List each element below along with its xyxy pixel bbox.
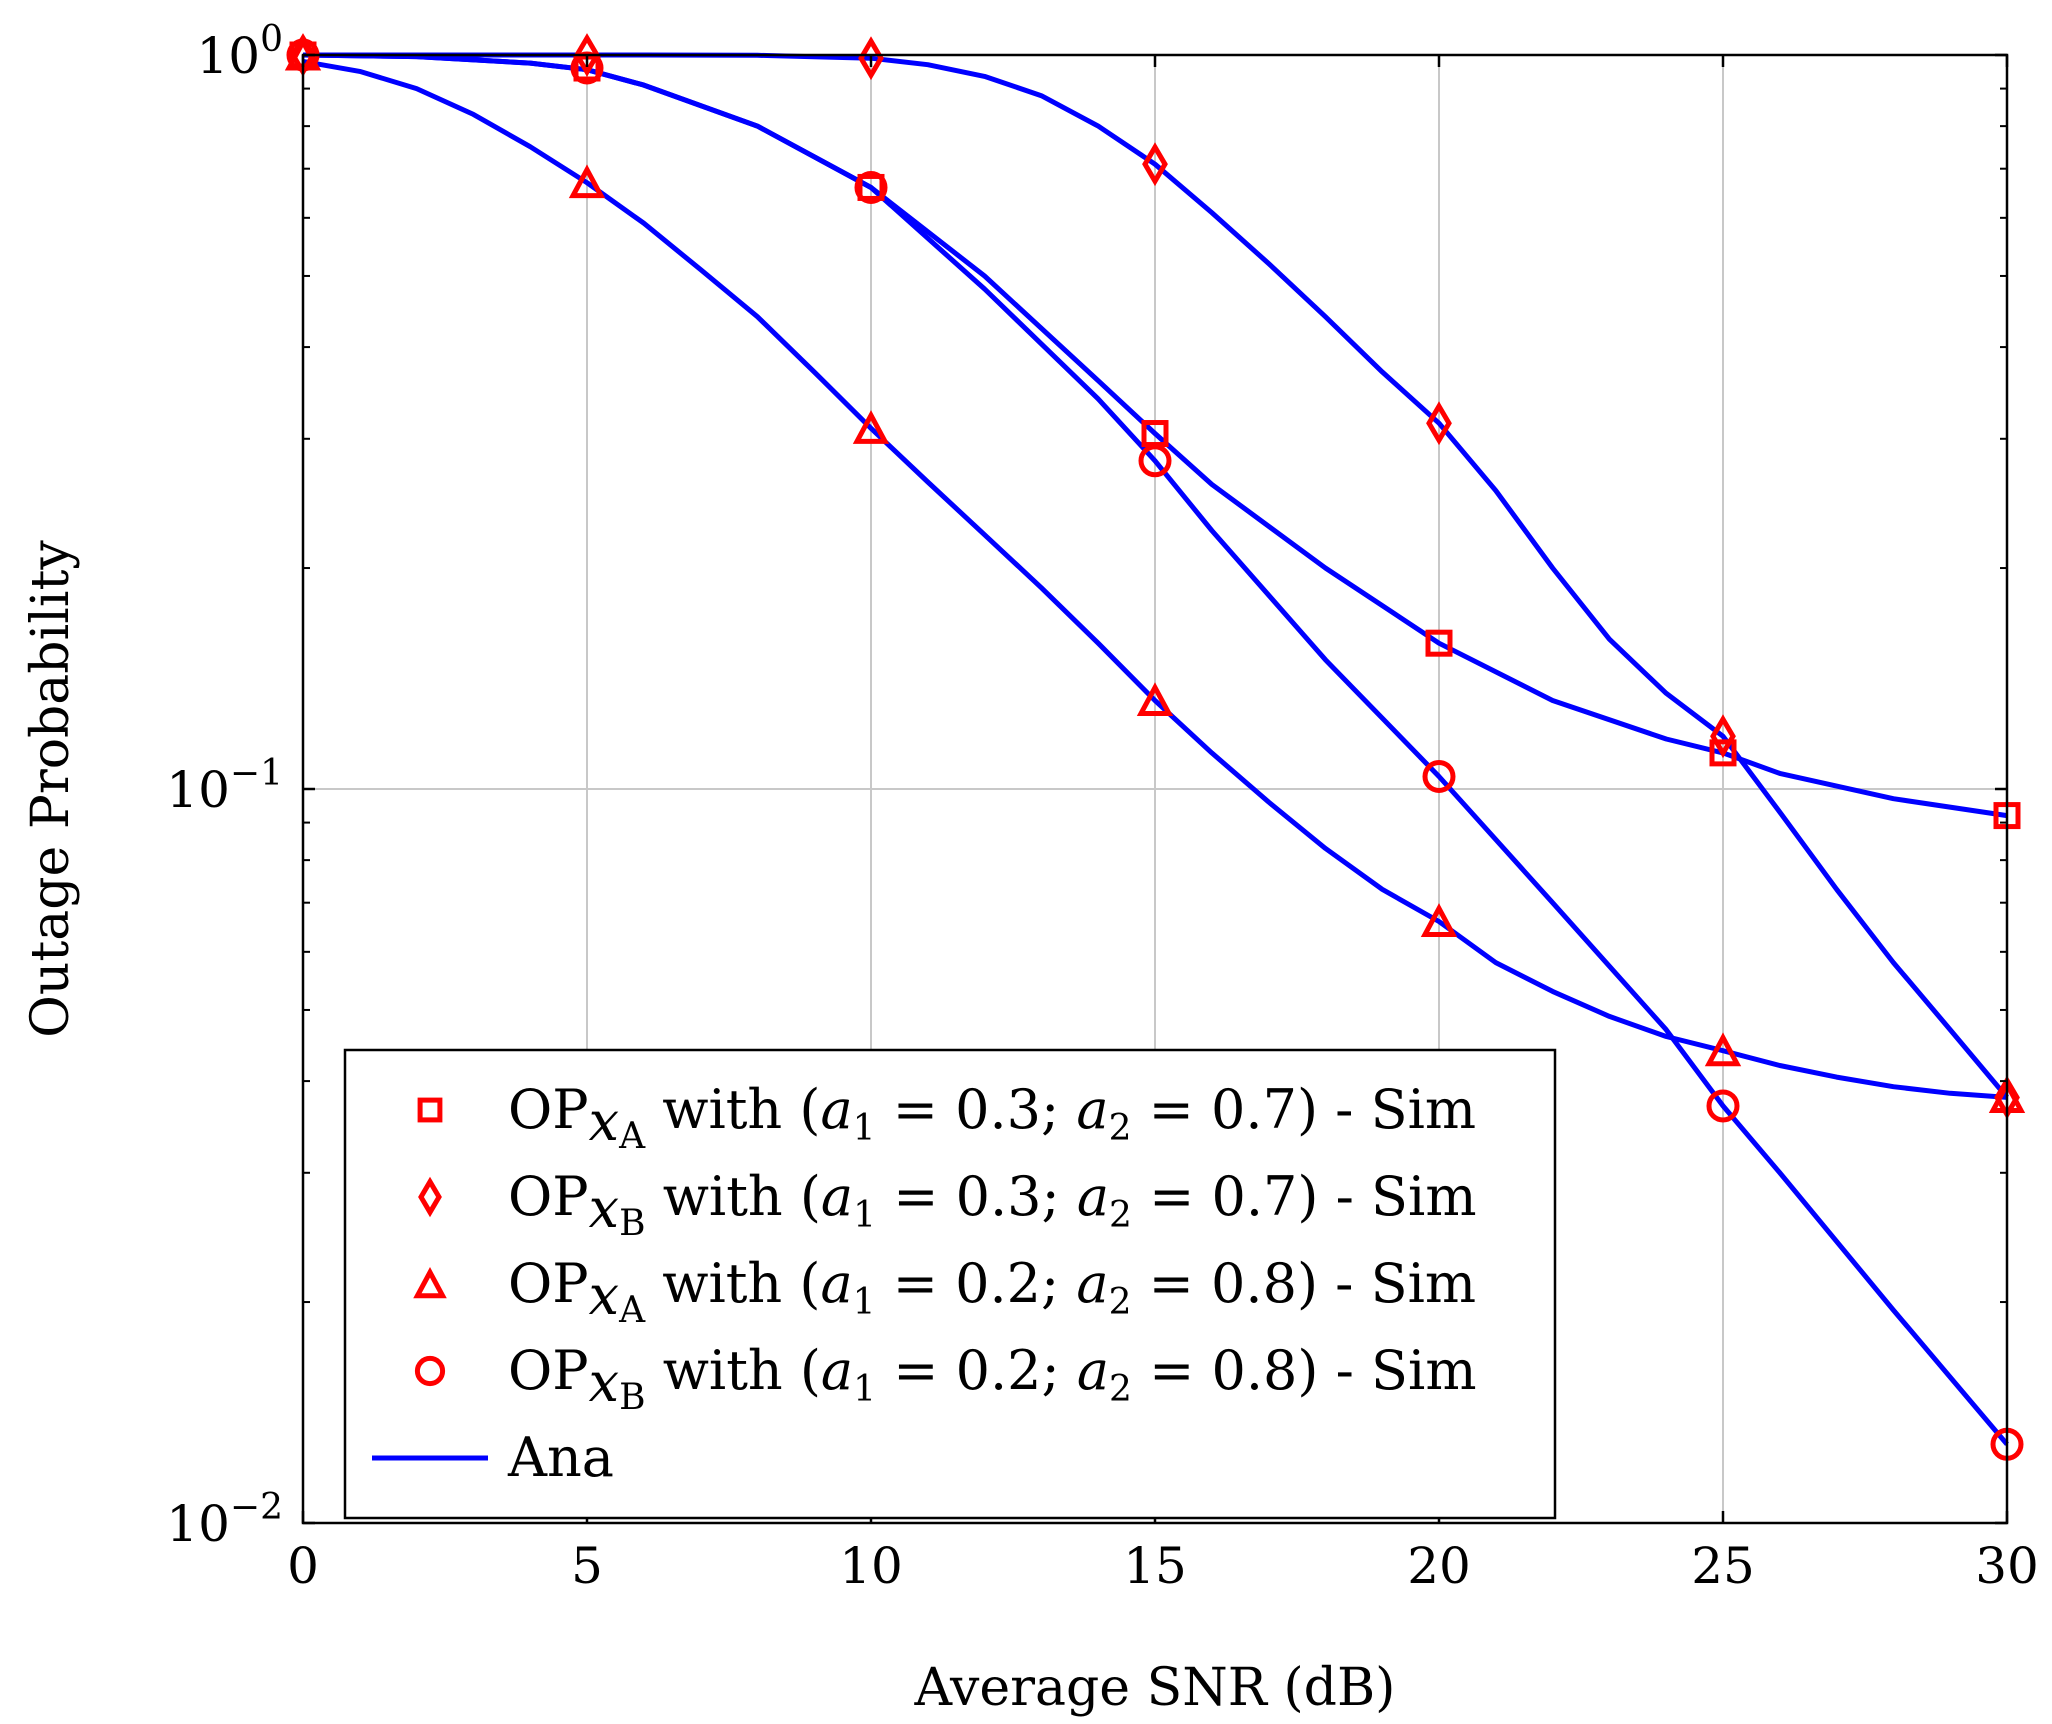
x-axis-title: Average SNR (dB) (914, 1658, 1396, 1718)
legend-label-0: OPxA with (a1 = 0.3; a2 = 0.7) - Sim (508, 1078, 1476, 1157)
y-tick-label-2: 10−2 (166, 1487, 283, 1553)
legend-label-ana: Ana (507, 1426, 614, 1489)
x-tick-label-20: 20 (1407, 1537, 1471, 1595)
legend-marker-diamond (418, 1176, 442, 1218)
marker-square-20 (1425, 629, 1453, 657)
y-tick-label-1: 10−1 (166, 753, 283, 819)
legend-marker-circle (414, 1355, 446, 1387)
legend-marker-square (417, 1097, 443, 1123)
axis-ticks: 0 5 10 15 20 25 30 100 10−1 10−2 (166, 19, 2039, 1595)
marker-diamond-25 (1710, 714, 1736, 759)
marker-diamond-20 (1426, 401, 1452, 446)
y-axis-title: Outage Probability (21, 540, 81, 1038)
legend: OPxA with (a1 = 0.3; a2 = 0.7) - Sim OPxB… (343, 1048, 1557, 1520)
legend-label-1: OPxB with (a1 = 0.3; a2 = 0.7) - Sim (508, 1165, 1477, 1244)
marker-triangle-15 (1136, 682, 1174, 716)
marker-circle-10 (854, 170, 888, 204)
marker-square-10 (857, 173, 885, 201)
x-tick-label-10: 10 (839, 1537, 903, 1595)
x-tick-label-0: 0 (287, 1537, 319, 1595)
marker-square-25 (1709, 739, 1737, 767)
marker-circle-20 (1422, 759, 1456, 793)
marker-diamond-15 (1142, 142, 1168, 187)
y-tick-label-0: 100 (196, 19, 283, 85)
marker-triangle-10 (852, 410, 890, 444)
ana-curve-2 (302, 58, 2008, 1100)
x-tick-label-30: 30 (1975, 1537, 2039, 1595)
marker-triangle-5 (568, 164, 606, 199)
marker-circle-25 (1706, 1089, 1740, 1123)
legend-label-2: OPxA with (a1 = 0.2; a2 = 0.8) - Sim (508, 1252, 1476, 1331)
legend-box (343, 1048, 1557, 1520)
marker-triangle-20 (1420, 903, 1458, 937)
marker-diamond-5 (574, 33, 600, 77)
legend-label-3: OPxB with (a1 = 0.2; a2 = 0.8) - Sim (508, 1339, 1477, 1418)
x-tick-label-5: 5 (571, 1537, 603, 1595)
marker-circle-15 (1138, 444, 1172, 478)
x-tick-label-25: 25 (1691, 1537, 1755, 1595)
legend-marker-triangle (413, 1267, 447, 1299)
marker-diamond-10 (858, 36, 884, 81)
marker-triangle-25 (1704, 1032, 1742, 1067)
x-tick-label-15: 15 (1123, 1537, 1187, 1595)
